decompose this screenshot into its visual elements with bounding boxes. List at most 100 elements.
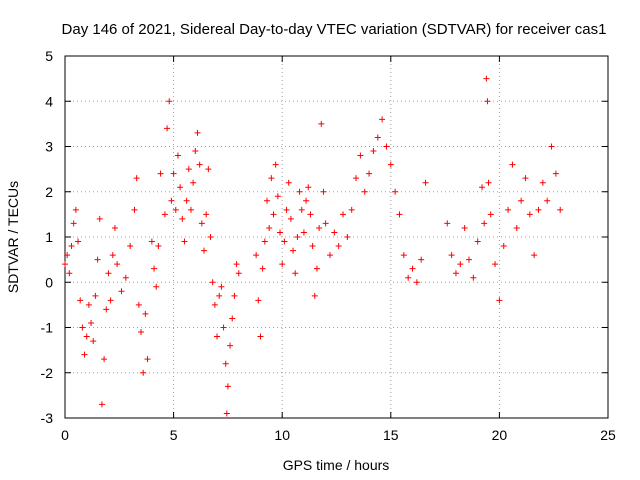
y-tick-label: -3 xyxy=(41,410,54,426)
data-point-marker xyxy=(457,261,464,268)
data-point-marker xyxy=(224,383,231,390)
data-point-marker xyxy=(190,179,197,186)
data-point-marker xyxy=(166,98,173,105)
data-point-marker xyxy=(277,229,284,236)
data-point-marker xyxy=(392,188,399,195)
data-point-marker xyxy=(259,265,266,272)
data-point-marker xyxy=(492,261,499,268)
y-axis-label: SDTVAR / TECUs xyxy=(5,181,21,293)
data-point-marker xyxy=(387,161,394,168)
data-point-marker xyxy=(370,148,377,155)
data-point-marker xyxy=(313,265,320,272)
data-point-marker xyxy=(292,270,299,277)
data-point-marker xyxy=(107,297,114,304)
data-point-marker xyxy=(366,170,373,177)
data-point-marker xyxy=(142,310,149,317)
data-point-marker xyxy=(174,152,181,159)
y-tick-labels: -3 -2 -1 0 1 2 3 4 5 xyxy=(41,48,54,426)
data-point-marker xyxy=(452,270,459,277)
data-point-marker xyxy=(303,197,310,204)
data-point-marker xyxy=(374,134,381,141)
data-point-marker xyxy=(77,297,84,304)
data-point-marker xyxy=(194,129,201,136)
data-point-marker xyxy=(340,211,347,218)
data-point-marker xyxy=(187,206,194,213)
data-point-marker xyxy=(496,297,503,304)
data-point-marker xyxy=(192,148,199,155)
data-point-marker xyxy=(307,211,314,218)
data-point-marker xyxy=(140,369,147,376)
data-point-marker xyxy=(272,161,279,168)
data-point-marker xyxy=(233,261,240,268)
data-point-marker xyxy=(531,252,538,259)
data-point-marker xyxy=(263,197,270,204)
data-point-marker xyxy=(64,252,71,259)
x-tick-label: 25 xyxy=(600,427,616,443)
data-point-marker xyxy=(198,220,205,227)
data-point-marker xyxy=(513,224,520,231)
data-point-marker xyxy=(405,274,412,281)
data-point-marker xyxy=(418,256,425,263)
data-point-marker xyxy=(66,270,73,277)
data-point-marker xyxy=(122,274,129,281)
x-tick-label: 10 xyxy=(274,427,290,443)
data-point-marker xyxy=(83,333,90,340)
plot-frame xyxy=(64,55,609,419)
data-point-marker xyxy=(422,179,429,186)
data-point-marker xyxy=(114,261,121,268)
data-point-marker xyxy=(157,170,164,177)
data-point-marker xyxy=(285,179,292,186)
y-tick-label: 4 xyxy=(45,93,53,109)
data-point-marker xyxy=(133,175,140,182)
data-point-marker xyxy=(465,256,472,263)
data-point-marker xyxy=(522,175,529,182)
x-tick-labels: 0 5 10 15 20 25 xyxy=(61,427,616,443)
data-point-marker xyxy=(448,252,455,259)
data-point-marker xyxy=(535,206,542,213)
data-point-marker xyxy=(148,238,155,245)
data-point-marker xyxy=(229,315,236,322)
data-point-marker xyxy=(227,342,234,349)
y-tick-label: 0 xyxy=(45,274,53,290)
grid-lines xyxy=(65,56,608,418)
data-point-marker xyxy=(168,197,175,204)
data-point-marker xyxy=(62,261,68,268)
y-tick-label: 1 xyxy=(45,229,53,245)
x-tick-label: 15 xyxy=(383,427,399,443)
data-point-marker xyxy=(118,288,125,295)
data-point-marker xyxy=(222,360,229,367)
data-point-marker xyxy=(270,211,277,218)
data-point-marker xyxy=(155,243,162,250)
data-point-marker xyxy=(79,324,86,331)
data-point-marker xyxy=(505,206,512,213)
data-point-marker xyxy=(72,206,79,213)
data-point-marker xyxy=(509,161,516,168)
data-point-marker xyxy=(185,166,192,173)
data-point-marker xyxy=(181,238,188,245)
data-point-marker xyxy=(203,211,210,218)
data-point-marker xyxy=(111,224,118,231)
data-point-marker xyxy=(70,220,77,227)
axis-ticks xyxy=(64,55,609,419)
x-tick-label: 5 xyxy=(170,427,178,443)
data-point-marker xyxy=(539,179,546,186)
data-point-marker xyxy=(179,215,186,222)
data-point-marker xyxy=(557,206,564,213)
data-point-marker xyxy=(298,206,305,213)
data-point-marker xyxy=(92,292,99,299)
data-point-marker xyxy=(483,75,490,82)
data-point-marker xyxy=(481,220,488,227)
y-tick-label: -2 xyxy=(41,365,54,381)
data-point-marker xyxy=(335,243,342,250)
data-point-marker xyxy=(283,206,290,213)
data-point-marker xyxy=(396,211,403,218)
data-point-marker xyxy=(320,188,327,195)
data-point-marker xyxy=(487,211,494,218)
data-point-marker xyxy=(484,98,491,105)
data-point-marker xyxy=(220,324,227,331)
data-point-marker xyxy=(135,301,142,308)
data-point-marker xyxy=(231,292,238,299)
chart-title: Day 146 of 2021, Sidereal Day-to-day VTE… xyxy=(62,21,607,38)
data-point-marker xyxy=(261,238,268,245)
